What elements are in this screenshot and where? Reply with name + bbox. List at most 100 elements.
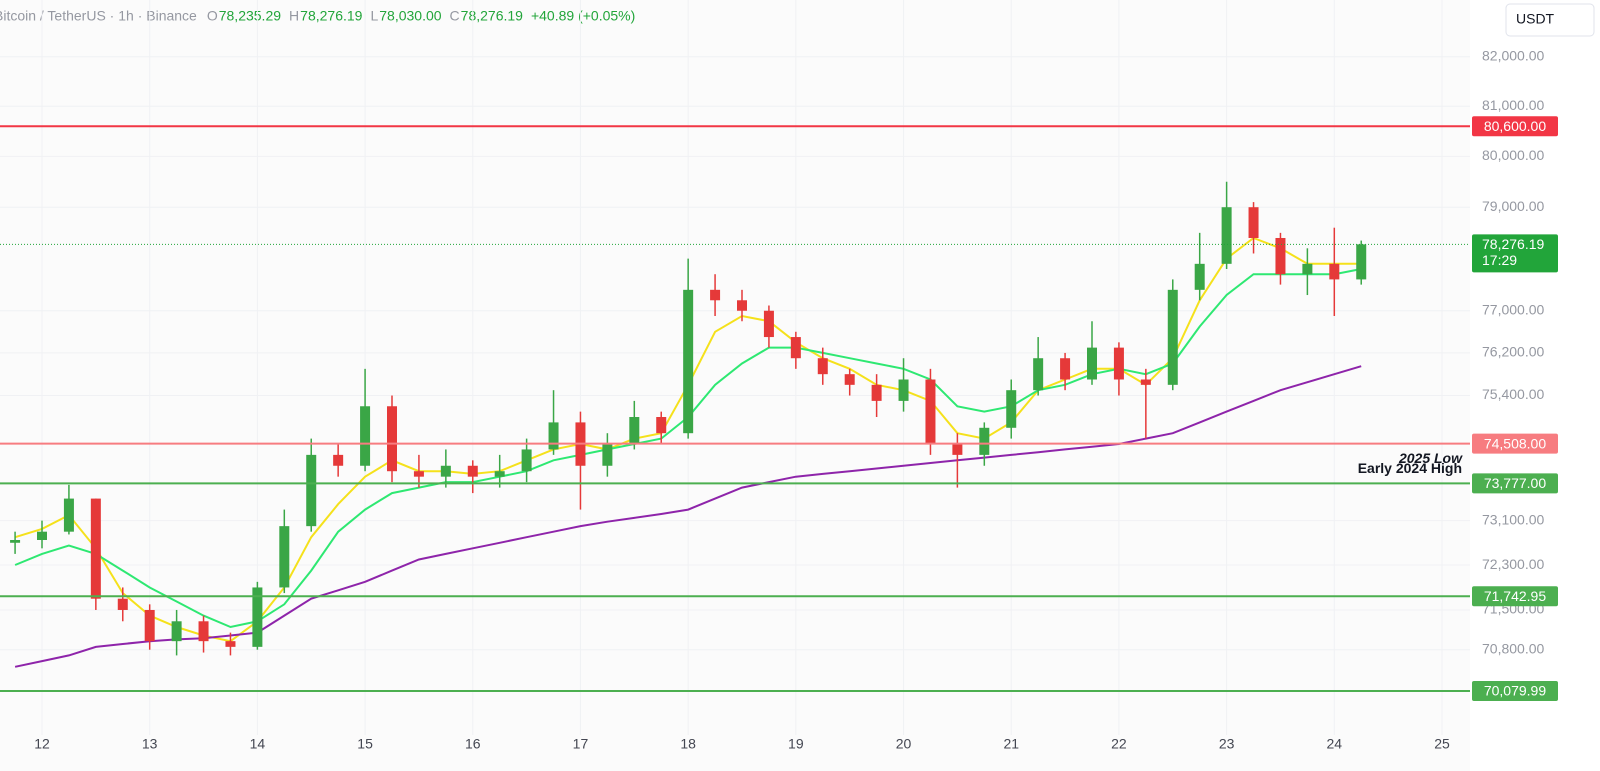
x-tick-label: 17 xyxy=(573,736,589,752)
y-tick-label: 70,800.00 xyxy=(1482,640,1544,656)
candle-body xyxy=(198,621,209,642)
level-label-bg xyxy=(1472,473,1558,494)
candle-body xyxy=(1356,244,1367,280)
candle-body xyxy=(656,417,667,434)
candle-body xyxy=(1006,390,1017,428)
x-tick-label: 21 xyxy=(1003,736,1019,752)
candle-body xyxy=(790,337,801,359)
candle-body xyxy=(1194,263,1205,290)
y-tick-label: 75,400.00 xyxy=(1482,386,1544,402)
ohlc-key: C xyxy=(450,8,460,24)
candle-body xyxy=(10,539,21,543)
x-tick-label: 13 xyxy=(142,736,158,752)
ohlc-value: 78,030.00 xyxy=(379,8,441,24)
x-tick-label: 15 xyxy=(357,736,373,752)
candle-body xyxy=(171,621,182,642)
candle-body xyxy=(90,498,101,599)
level-label-bg xyxy=(1472,680,1558,701)
x-tick-label: 23 xyxy=(1219,736,1235,752)
symbol: Bitcoin / TetherUS · 1h · Binance xyxy=(0,8,197,24)
y-tick-label: 80,000.00 xyxy=(1482,147,1544,163)
header: Bitcoin / TetherUS · 1h · Binance O 78,235… xyxy=(0,8,635,24)
candle-body xyxy=(952,444,963,455)
candle-body xyxy=(602,444,613,466)
last-price: 78,276.19 xyxy=(1482,236,1544,252)
y-tick-label: 73,100.00 xyxy=(1482,511,1544,527)
candle-body xyxy=(279,526,290,588)
candle-body xyxy=(871,384,882,401)
candle-body xyxy=(1060,358,1071,380)
currency: USDT xyxy=(1516,11,1555,27)
ohlc-key: O xyxy=(207,8,218,24)
candle-body xyxy=(817,358,828,375)
moving-average xyxy=(14,365,1362,668)
candle-body xyxy=(548,422,559,450)
candle-body xyxy=(1329,263,1340,280)
candle-body xyxy=(117,598,128,610)
candle-body xyxy=(1302,263,1313,275)
candle-body xyxy=(1113,347,1124,380)
candle-body xyxy=(1248,207,1259,238)
candle-body xyxy=(360,406,371,466)
level-label-bg xyxy=(1472,116,1558,137)
candle-body xyxy=(683,289,694,434)
candle-body xyxy=(37,531,47,540)
candle-body xyxy=(521,449,532,472)
x-tick-label: 19 xyxy=(788,736,804,752)
candle-body xyxy=(1167,289,1178,385)
candle-body xyxy=(979,427,990,455)
x-tick-label: 25 xyxy=(1434,736,1450,752)
ohlc-key: L xyxy=(370,8,378,24)
y-tick-label: 77,000.00 xyxy=(1482,301,1544,317)
candle-body xyxy=(629,417,640,445)
candle-body xyxy=(1033,358,1044,391)
y-tick-label: 81,000.00 xyxy=(1482,97,1544,113)
ohlc-key: H xyxy=(289,8,299,24)
candle-body xyxy=(387,406,397,472)
candle-body xyxy=(898,379,909,401)
annotation: 2025 Low xyxy=(1398,450,1463,466)
candle-body xyxy=(1275,237,1286,275)
candle-body xyxy=(763,310,774,338)
y-tick-label: 76,200.00 xyxy=(1482,344,1544,360)
level-label: 70,079.99 xyxy=(1484,683,1546,699)
x-tick-label: 18 xyxy=(680,736,696,752)
ohlc-value: 78,276.19 xyxy=(300,8,362,24)
candle-body xyxy=(844,374,855,385)
level-label: 80,600.00 xyxy=(1484,118,1546,134)
candle-body xyxy=(225,641,236,647)
candle-body xyxy=(467,465,478,477)
x-tick-label: 24 xyxy=(1327,736,1343,752)
candle-body xyxy=(306,454,317,527)
last-price-bg xyxy=(1472,234,1558,273)
candle-body xyxy=(494,471,505,477)
candle-body xyxy=(63,498,74,532)
change: +40.89 (+0.05%) xyxy=(531,8,635,24)
ohlc-value: 78,235.29 xyxy=(219,8,281,24)
candle-body xyxy=(925,379,936,445)
candle-body xyxy=(252,587,263,647)
x-tick-label: 16 xyxy=(465,736,481,752)
candle-body xyxy=(144,609,155,642)
y-tick-label: 79,000.00 xyxy=(1482,198,1544,214)
candle-body xyxy=(737,300,747,311)
level-label-bg xyxy=(1472,586,1558,607)
x-tick-label: 20 xyxy=(896,736,912,752)
level-label: 74,508.00 xyxy=(1484,435,1546,451)
annotation: Early 2024 High xyxy=(1358,460,1462,476)
x-tick-label: 14 xyxy=(250,736,266,752)
level-label: 71,742.95 xyxy=(1484,588,1546,604)
candle-body xyxy=(1140,379,1151,385)
ohlc-value: 78,276.19 xyxy=(461,8,523,24)
y-tick-label: 72,300.00 xyxy=(1482,556,1544,572)
candle-body xyxy=(333,454,344,466)
currency-box[interactable] xyxy=(1505,3,1595,37)
candle-body xyxy=(440,465,451,477)
countdown: 17:29 xyxy=(1482,252,1517,268)
x-tick-label: 12 xyxy=(34,736,50,752)
level-label-bg xyxy=(1472,433,1558,454)
candle-body xyxy=(413,471,424,477)
level-label: 73,777.00 xyxy=(1484,475,1546,491)
candle-body xyxy=(710,289,721,301)
